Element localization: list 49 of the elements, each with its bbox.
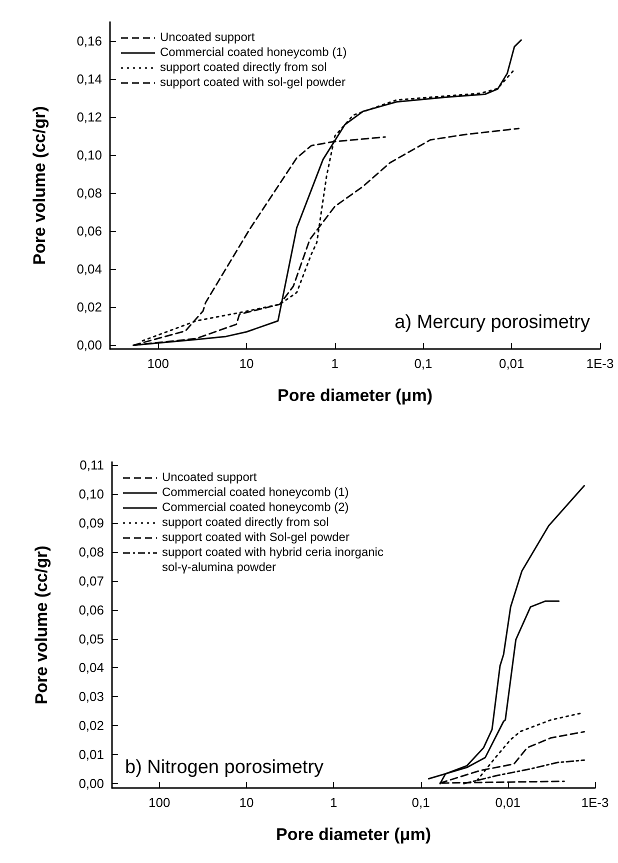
x-axis-title: Pore diameter (μm): [278, 386, 432, 405]
x-tick-label: 1: [331, 356, 338, 371]
y-tick-label: 0,07: [78, 573, 104, 588]
x-tick-label: 0,1: [414, 356, 432, 371]
y-tick-label: 0,06: [76, 224, 102, 239]
y-axis-title: Pore volume (cc/gr): [30, 106, 49, 265]
legend-label: Commercial coated honeycomb (1): [160, 45, 347, 60]
y-tick-label: 0,04: [76, 262, 102, 277]
y-tick-label: 0,10: [76, 148, 102, 163]
y-tick-label: 0,09: [78, 515, 104, 530]
y-tick-label: 0,02: [76, 300, 102, 315]
y-tick-label: 0,11: [80, 457, 104, 472]
y-tick-label: 0,00: [76, 338, 102, 353]
y-axis-title: Pore volume (cc/gr): [32, 546, 51, 704]
legend-label: Uncoated support: [160, 30, 255, 45]
y-tick-label: 0,02: [78, 718, 104, 734]
y-tick-label: 0,05: [78, 631, 104, 646]
x-tick-label: 100: [147, 356, 169, 371]
y-tick-label: 0,14: [76, 72, 102, 87]
legend-label: support coated with sol-gel powder: [160, 75, 346, 90]
legend-label: Commercial coated honeycomb (1): [162, 485, 349, 500]
x-tick-label: 10: [239, 356, 254, 371]
annotation: a) Mercury porosimetry: [394, 312, 590, 333]
y-tick-label: 0,10: [78, 486, 104, 502]
y-tick-label: 0,03: [78, 689, 104, 704]
y-tick-label: 0,08: [78, 544, 104, 560]
y-tick-label: 0,16: [76, 34, 102, 49]
legend-label: support coated directly from sol: [162, 515, 329, 530]
x-tick-label: 1E-3: [586, 356, 614, 371]
legend-label: support coated with Sol-gel powder: [162, 530, 350, 545]
y-tick-label: 0,08: [76, 186, 102, 201]
x-tick-label: 0,01: [498, 356, 524, 371]
legend-label: Uncoated support: [162, 470, 257, 485]
x-tick-label: 100: [148, 795, 170, 810]
legend-label: Commercial coated honeycomb (2): [162, 500, 349, 515]
x-tick-label: 0,01: [495, 795, 521, 810]
y-tick-label: 0,01: [78, 747, 104, 762]
y-tick-label: 0,06: [78, 602, 104, 618]
x-tick-label: 0,1: [412, 795, 430, 810]
legend-label: support coated directly from sol: [160, 60, 327, 75]
x-axis-title: Pore diameter (μm): [276, 825, 431, 844]
x-tick-label: 1: [330, 795, 338, 810]
y-tick-label: 0,12: [76, 110, 102, 125]
annotation: b) Nitrogen porosimetry: [125, 757, 324, 778]
x-tick-label: 1E-3: [581, 795, 609, 810]
y-tick-label: 0,00: [78, 776, 104, 792]
y-tick-label: 0,04: [78, 660, 104, 676]
x-tick-label: 10: [239, 795, 254, 810]
legend-label: support coated with hybrid ceria inorganic sol-γ-alumina powder: [162, 545, 384, 575]
